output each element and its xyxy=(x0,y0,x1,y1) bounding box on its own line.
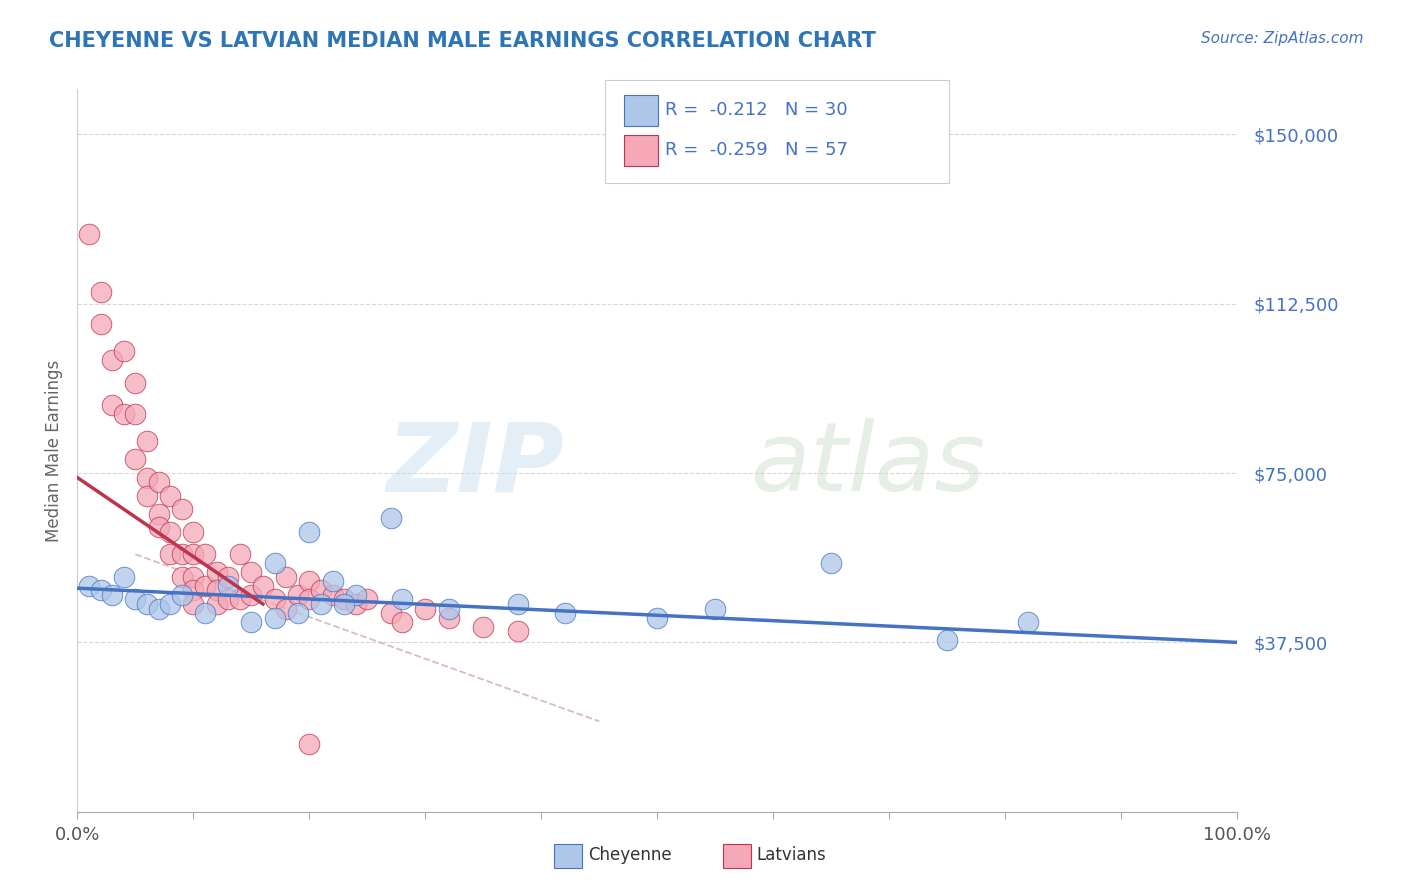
Point xyxy=(183,583,205,598)
Point xyxy=(391,615,413,629)
Point xyxy=(159,547,181,561)
Text: R =  -0.212   N = 30: R = -0.212 N = 30 xyxy=(665,101,848,119)
Point xyxy=(194,547,217,561)
Point xyxy=(101,353,124,368)
Point xyxy=(217,570,239,584)
Point xyxy=(333,597,356,611)
Point xyxy=(77,579,100,593)
Point xyxy=(263,592,285,607)
Point xyxy=(148,601,170,615)
Point xyxy=(554,606,576,620)
Point xyxy=(287,588,309,602)
Point xyxy=(472,619,495,633)
Point xyxy=(240,588,263,602)
Point xyxy=(170,502,193,516)
Point xyxy=(77,227,100,241)
Text: CHEYENNE VS LATVIAN MEDIAN MALE EARNINGS CORRELATION CHART: CHEYENNE VS LATVIAN MEDIAN MALE EARNINGS… xyxy=(49,31,876,51)
Point xyxy=(124,592,146,607)
Point xyxy=(183,547,205,561)
Point xyxy=(124,452,146,467)
Point xyxy=(309,597,332,611)
Text: Source: ZipAtlas.com: Source: ZipAtlas.com xyxy=(1201,31,1364,46)
Point xyxy=(333,592,356,607)
Point xyxy=(240,566,263,580)
Point xyxy=(252,579,274,593)
Point xyxy=(135,597,157,611)
Point xyxy=(112,344,135,359)
Point xyxy=(90,285,111,300)
Text: Latvians: Latvians xyxy=(756,847,827,864)
Point xyxy=(170,570,193,584)
Y-axis label: Median Male Earnings: Median Male Earnings xyxy=(45,359,63,541)
Point xyxy=(124,376,146,390)
Text: atlas: atlas xyxy=(751,418,986,511)
Point xyxy=(309,583,332,598)
Point xyxy=(205,583,228,598)
Point xyxy=(112,570,135,584)
Text: Cheyenne: Cheyenne xyxy=(588,847,671,864)
Point xyxy=(217,579,239,593)
Point xyxy=(1018,615,1040,629)
Point xyxy=(380,606,402,620)
Point xyxy=(90,583,111,598)
Point xyxy=(506,624,529,639)
Point xyxy=(183,570,205,584)
Point xyxy=(344,597,367,611)
Point xyxy=(205,597,228,611)
Point xyxy=(194,579,217,593)
Point xyxy=(820,557,842,571)
Point xyxy=(194,606,217,620)
Text: R =  -0.259   N = 57: R = -0.259 N = 57 xyxy=(665,141,848,159)
Point xyxy=(298,592,321,607)
Point xyxy=(217,592,239,607)
Point xyxy=(413,601,436,615)
Point xyxy=(437,610,460,624)
Point xyxy=(391,592,413,607)
Point xyxy=(183,597,205,611)
Point xyxy=(205,566,228,580)
Point xyxy=(263,610,285,624)
Point xyxy=(183,524,205,539)
Point xyxy=(704,601,727,615)
Point xyxy=(170,588,193,602)
Point xyxy=(506,597,529,611)
Point xyxy=(321,574,344,589)
Point xyxy=(159,524,181,539)
Point xyxy=(135,434,157,449)
Point xyxy=(298,737,321,751)
Point xyxy=(240,615,263,629)
Point xyxy=(159,597,181,611)
Point xyxy=(274,601,298,615)
Point xyxy=(437,601,460,615)
Point xyxy=(344,588,367,602)
Point xyxy=(101,398,124,412)
Point xyxy=(148,475,170,489)
Point xyxy=(936,633,959,648)
Point xyxy=(228,547,252,561)
Point xyxy=(112,407,135,421)
Point xyxy=(647,610,669,624)
Point xyxy=(356,592,378,607)
Point xyxy=(380,511,402,525)
Text: ZIP: ZIP xyxy=(387,418,565,511)
Point xyxy=(90,317,111,331)
Point xyxy=(274,570,298,584)
Point xyxy=(148,520,170,534)
Point xyxy=(148,507,170,521)
Point xyxy=(159,489,181,503)
Point xyxy=(101,588,124,602)
Point xyxy=(321,588,344,602)
Point xyxy=(135,470,157,484)
Point xyxy=(287,606,309,620)
Point xyxy=(298,574,321,589)
Point xyxy=(124,407,146,421)
Point xyxy=(228,592,252,607)
Point xyxy=(135,489,157,503)
Point xyxy=(170,547,193,561)
Point xyxy=(298,524,321,539)
Point xyxy=(263,557,285,571)
